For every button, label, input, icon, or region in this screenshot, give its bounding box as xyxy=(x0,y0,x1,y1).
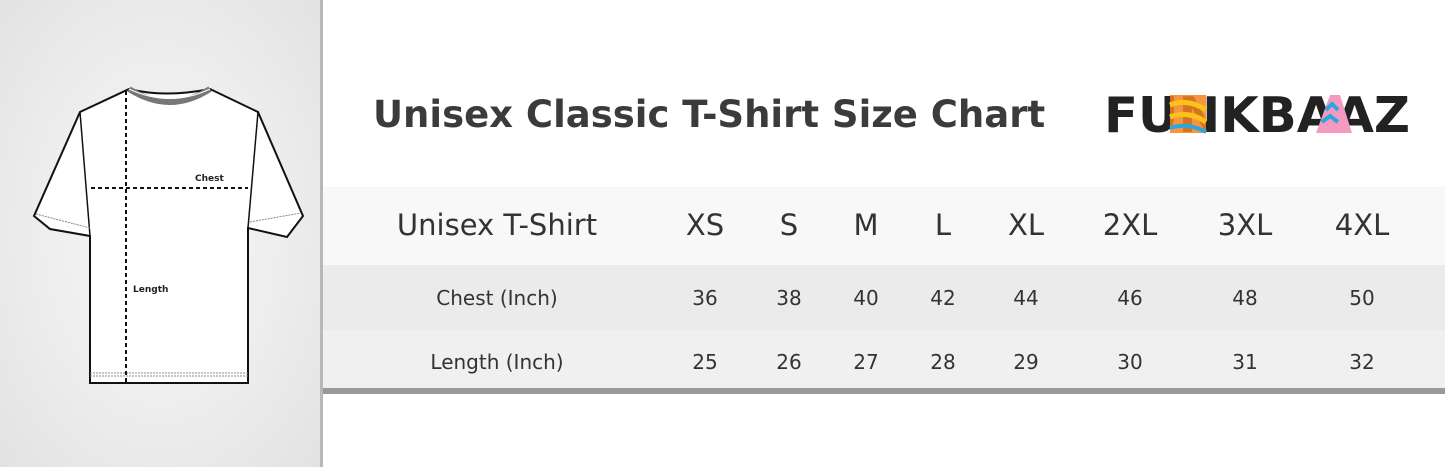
size-header: 2XL xyxy=(1102,208,1158,242)
table-cell: 31 xyxy=(1232,350,1258,374)
table-cell: 36 xyxy=(692,286,718,310)
size-header: L xyxy=(934,208,952,242)
table-row-length xyxy=(323,330,1445,388)
size-header: 4XL xyxy=(1334,208,1390,242)
size-header: 3XL xyxy=(1217,208,1273,242)
table-cell: 44 xyxy=(1013,286,1039,310)
tshirt-diagram-panel: Chest Length xyxy=(0,0,320,467)
svg-text:FUNKBAAZ: FUNKBAAZ xyxy=(1104,90,1410,136)
row-label: Chest (Inch) xyxy=(436,286,558,310)
table-cell: 42 xyxy=(930,286,956,310)
table-cell: 38 xyxy=(776,286,802,310)
size-header: M xyxy=(853,208,879,242)
table-cell: 27 xyxy=(853,350,879,374)
table-cell: 50 xyxy=(1349,286,1375,310)
row-label: Length (Inch) xyxy=(430,350,564,374)
panel-divider xyxy=(320,0,323,467)
table-cell: 29 xyxy=(1013,350,1039,374)
table-cell: 48 xyxy=(1232,286,1258,310)
table-cell: 25 xyxy=(692,350,718,374)
chest-label: Chest xyxy=(195,174,224,184)
header-label: Unisex T-Shirt xyxy=(396,208,598,242)
table-cell: 28 xyxy=(930,350,956,374)
size-header: S xyxy=(779,208,799,242)
table-bottom-border xyxy=(323,388,1445,394)
table-cell: 26 xyxy=(776,350,802,374)
length-label: Length xyxy=(133,285,169,295)
table-cell: 32 xyxy=(1349,350,1375,374)
size-header: XL xyxy=(1007,208,1045,242)
table-cell: 30 xyxy=(1117,350,1143,374)
funkbaaz-logo: FUNKBAAZ xyxy=(1104,90,1410,136)
table-cell: 40 xyxy=(853,286,879,310)
tshirt-icon xyxy=(32,86,305,384)
page-title: Unisex Classic T-Shirt Size Chart xyxy=(373,93,1046,136)
table-header-row xyxy=(323,187,1445,265)
table-cell: 46 xyxy=(1117,286,1143,310)
table-row-chest xyxy=(323,265,1445,330)
size-header: XS xyxy=(685,208,725,242)
